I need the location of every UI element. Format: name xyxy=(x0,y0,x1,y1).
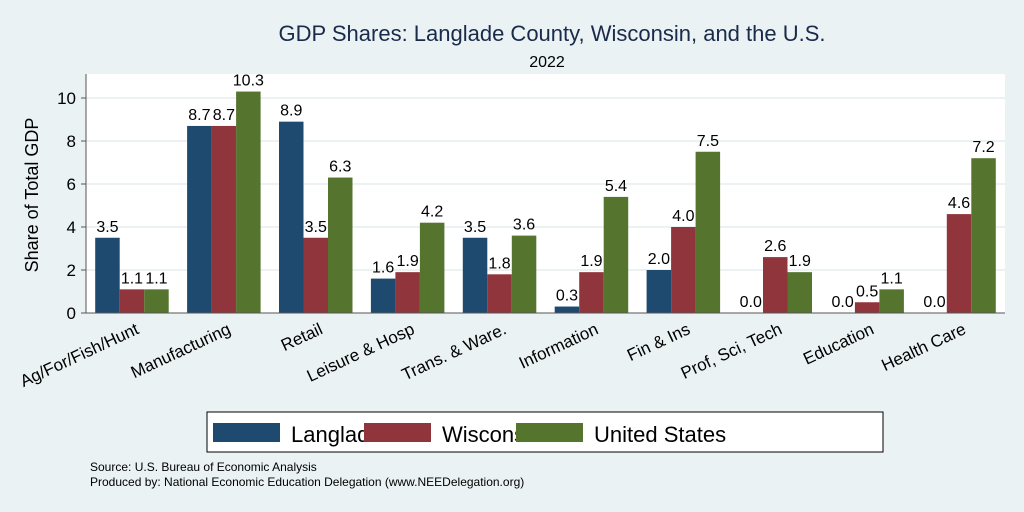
data-label: 1.6 xyxy=(372,260,394,277)
bar xyxy=(695,151,721,313)
x-category-label: Manufacturing xyxy=(128,319,234,382)
data-label: 0.3 xyxy=(556,288,578,305)
bar xyxy=(946,214,972,313)
data-label: 10.3 xyxy=(233,73,264,90)
bar xyxy=(187,125,212,313)
data-label: 1.9 xyxy=(397,253,419,270)
bar xyxy=(419,222,445,313)
data-label: 1.8 xyxy=(488,255,510,272)
bar xyxy=(854,302,880,313)
legend: Langlade Wisconsin United States xyxy=(206,411,884,453)
data-label: 4.6 xyxy=(948,195,970,212)
bar xyxy=(303,237,328,313)
chart-title: GDP Shares: Langlade County, Wisconsin, … xyxy=(278,21,825,46)
data-label: 8.9 xyxy=(280,103,302,120)
x-category-label: Prof, Sci, Tech xyxy=(678,319,785,382)
x-category-label: Health Care xyxy=(878,319,968,375)
data-label: 7.5 xyxy=(697,133,719,150)
bar xyxy=(328,177,353,313)
bar xyxy=(236,91,261,313)
y-axis-label: Share of Total GDP xyxy=(22,118,42,273)
data-label: 8.7 xyxy=(188,107,210,124)
bar xyxy=(370,278,396,313)
data-label: 2.0 xyxy=(648,251,670,268)
data-label: 3.6 xyxy=(513,217,535,234)
legend-swatch xyxy=(213,423,280,442)
data-label: 5.4 xyxy=(605,178,627,195)
x-category-label: Education xyxy=(800,319,877,368)
y-tick-label: 8 xyxy=(67,132,76,151)
produced-by-note: Produced by: National Economic Education… xyxy=(90,475,524,489)
data-label: 1.9 xyxy=(580,253,602,270)
y-tick-label: 4 xyxy=(67,218,76,237)
data-label: 0.0 xyxy=(832,294,854,311)
bar xyxy=(395,272,420,313)
bar xyxy=(462,237,488,313)
data-label: 1.9 xyxy=(789,253,811,270)
bar xyxy=(211,125,237,313)
bar xyxy=(487,274,512,313)
data-label: 3.5 xyxy=(464,219,486,236)
bar xyxy=(119,289,145,313)
bar xyxy=(971,158,996,313)
legend-swatch xyxy=(364,423,431,442)
data-label: 3.5 xyxy=(96,219,118,236)
y-ticks: 0 2 4 6 8 10 xyxy=(57,89,86,323)
y-tick-label: 10 xyxy=(57,89,76,108)
bar xyxy=(144,289,169,313)
bars xyxy=(95,91,996,314)
data-label: 4.2 xyxy=(421,204,443,221)
y-tick-label: 2 xyxy=(67,261,76,280)
data-label: 0.0 xyxy=(923,294,945,311)
data-label: 0.5 xyxy=(856,283,878,300)
bar xyxy=(879,289,904,313)
data-labels: 3.51.1 1.18.7 8.710.38.93.56.31.6 1.94.23.5… xyxy=(96,73,994,311)
data-label: 7.2 xyxy=(972,139,994,156)
data-label: 3.5 xyxy=(305,219,327,236)
bar xyxy=(95,237,120,313)
x-category-label: Trans. & Ware. xyxy=(399,319,509,384)
bar xyxy=(603,196,629,313)
data-label: 6.3 xyxy=(329,159,351,176)
y-tick-label: 0 xyxy=(67,304,76,323)
bar xyxy=(787,272,812,313)
x-category-label: Fin & Ins xyxy=(624,319,693,365)
data-label: 1.1 xyxy=(145,270,167,287)
chart-subtitle: 2022 xyxy=(529,54,565,71)
legend-swatch xyxy=(516,423,583,442)
bar xyxy=(763,257,788,313)
data-label: 1.1 xyxy=(121,270,143,287)
source-note: Source: U.S. Bureau of Economic Analysis xyxy=(90,460,317,474)
x-category-label: Information xyxy=(516,319,601,372)
bar xyxy=(511,235,537,313)
data-label: 2.6 xyxy=(764,238,786,255)
data-label: 0.0 xyxy=(740,294,762,311)
x-category-label: Ag/For/Fish/Hunt xyxy=(17,319,142,391)
legend-label: United States xyxy=(594,422,726,447)
data-label: 4.0 xyxy=(672,208,694,225)
bar xyxy=(646,270,672,313)
bar xyxy=(579,272,604,313)
y-tick-label: 6 xyxy=(67,175,76,194)
bar xyxy=(279,121,304,314)
bar xyxy=(554,306,580,313)
x-category-label: Retail xyxy=(278,319,325,355)
data-label: 1.1 xyxy=(881,270,903,287)
data-label: 8.7 xyxy=(213,107,235,124)
bar xyxy=(671,227,696,313)
